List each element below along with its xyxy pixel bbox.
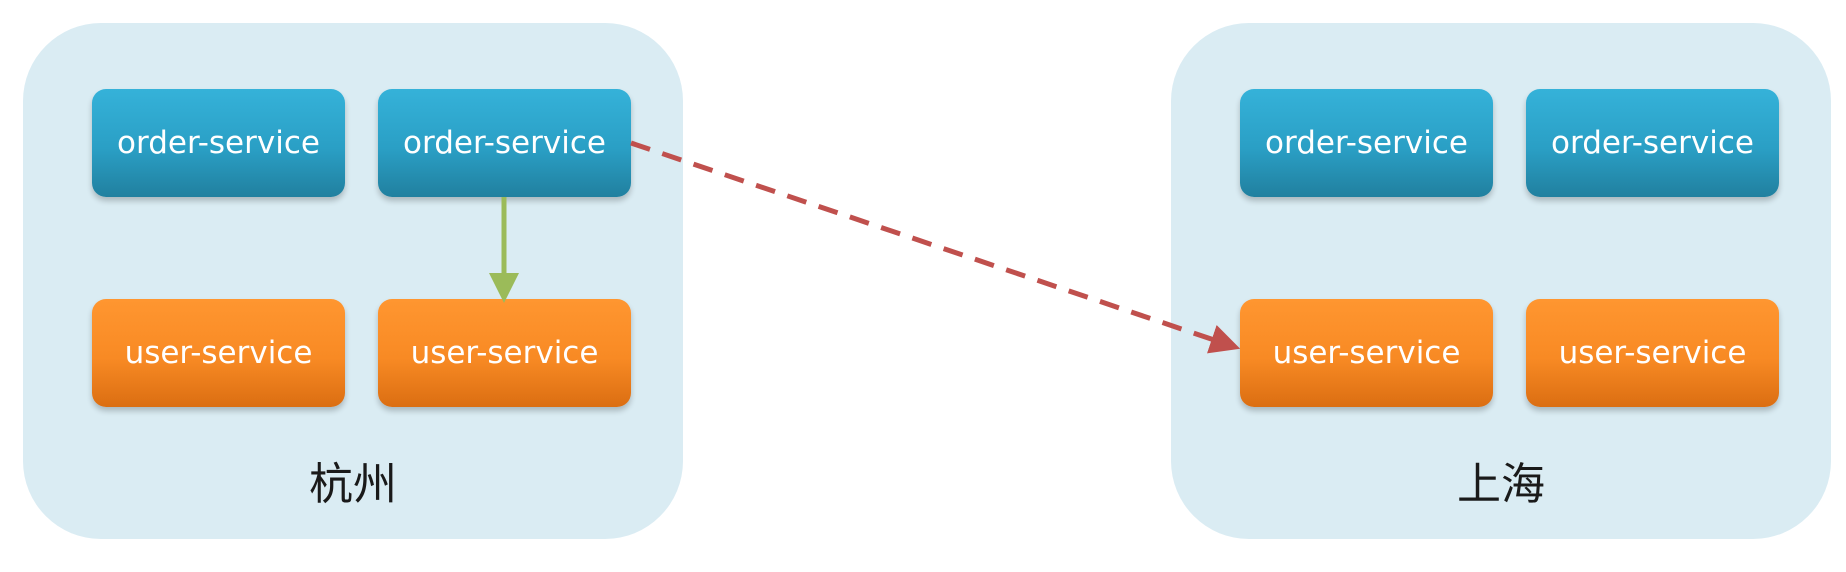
shanghai-user-service-1: user-service (1240, 299, 1493, 407)
region-label-shanghai: 上海 (1457, 459, 1545, 510)
service-label: order-service (1265, 125, 1468, 161)
shanghai-order-service-1: order-service (1240, 89, 1493, 197)
shanghai-order-service-2: order-service (1526, 89, 1779, 197)
region-shanghai: order-service order-service user-service… (1171, 23, 1831, 539)
service-label: order-service (1551, 125, 1754, 161)
service-label: order-service (403, 125, 606, 161)
hangzhou-order-service-1: order-service (92, 89, 345, 197)
hangzhou-user-service-2: user-service (378, 299, 631, 407)
service-label: user-service (410, 335, 599, 371)
region-hangzhou: order-service order-service user-service… (23, 23, 683, 539)
hangzhou-user-service-1: user-service (92, 299, 345, 407)
service-label: user-service (124, 335, 313, 371)
service-label: user-service (1272, 335, 1461, 371)
service-label: order-service (117, 125, 320, 161)
shanghai-user-service-2: user-service (1526, 299, 1779, 407)
service-label: user-service (1558, 335, 1747, 371)
cross-region-call-arrow (630, 140, 1241, 354)
region-label-hangzhou: 杭州 (309, 459, 397, 510)
hangzhou-order-service-2: order-service (378, 89, 631, 197)
